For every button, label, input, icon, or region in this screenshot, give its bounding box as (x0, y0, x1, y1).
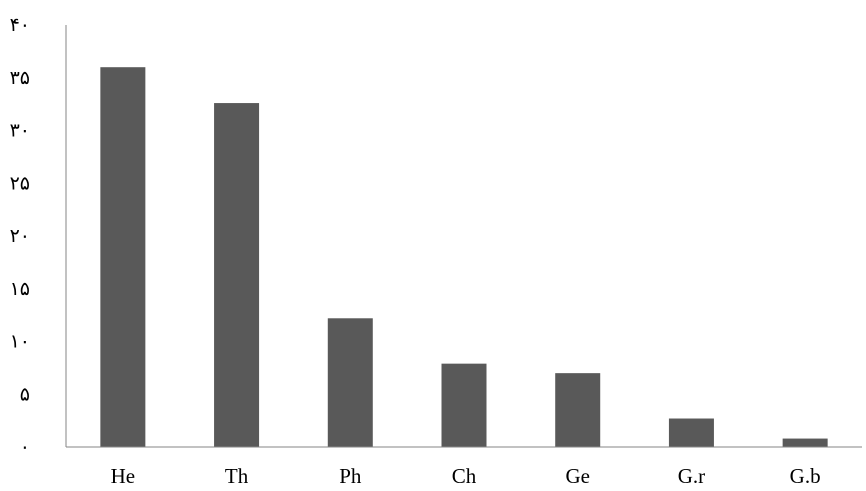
y-tick-label: ۲۵ (10, 172, 30, 194)
bar-th (214, 103, 260, 447)
bar-he (100, 67, 146, 447)
y-tick-label: ۴۰ (10, 14, 30, 36)
x-tick-label: Ge (565, 464, 590, 488)
bar-g-b (782, 438, 828, 447)
y-tick-label: ۵ (20, 383, 30, 405)
x-tick-label: He (111, 464, 136, 488)
x-tick-label: Th (225, 464, 249, 488)
bar-series (100, 67, 828, 447)
x-axis-tick-labels: He Th Ph Ch Ge G.r G.b (111, 464, 821, 488)
x-tick-label: Ch (452, 464, 477, 488)
bar-ch (441, 363, 487, 447)
x-tick-label: G.b (790, 464, 821, 488)
y-tick-label: ۳۵ (10, 67, 30, 89)
y-tick-label: ۳۰ (10, 120, 30, 142)
bar-g-r (668, 418, 714, 447)
y-tick-label: ۲۰ (10, 225, 30, 247)
y-axis-tick-labels: ۰ ۵ ۱۰ ۱۵ ۲۰ ۲۵ ۳۰ ۳۵ ۴۰ (10, 14, 30, 458)
x-tick-label: Ph (339, 464, 362, 488)
x-tick-label: G.r (678, 464, 705, 488)
bar-ph (327, 318, 373, 447)
y-tick-label: ۱۵ (10, 278, 30, 300)
y-tick-label: ۰ (20, 436, 30, 458)
y-tick-label: ۱۰ (10, 331, 30, 353)
bar-ge (555, 373, 601, 447)
